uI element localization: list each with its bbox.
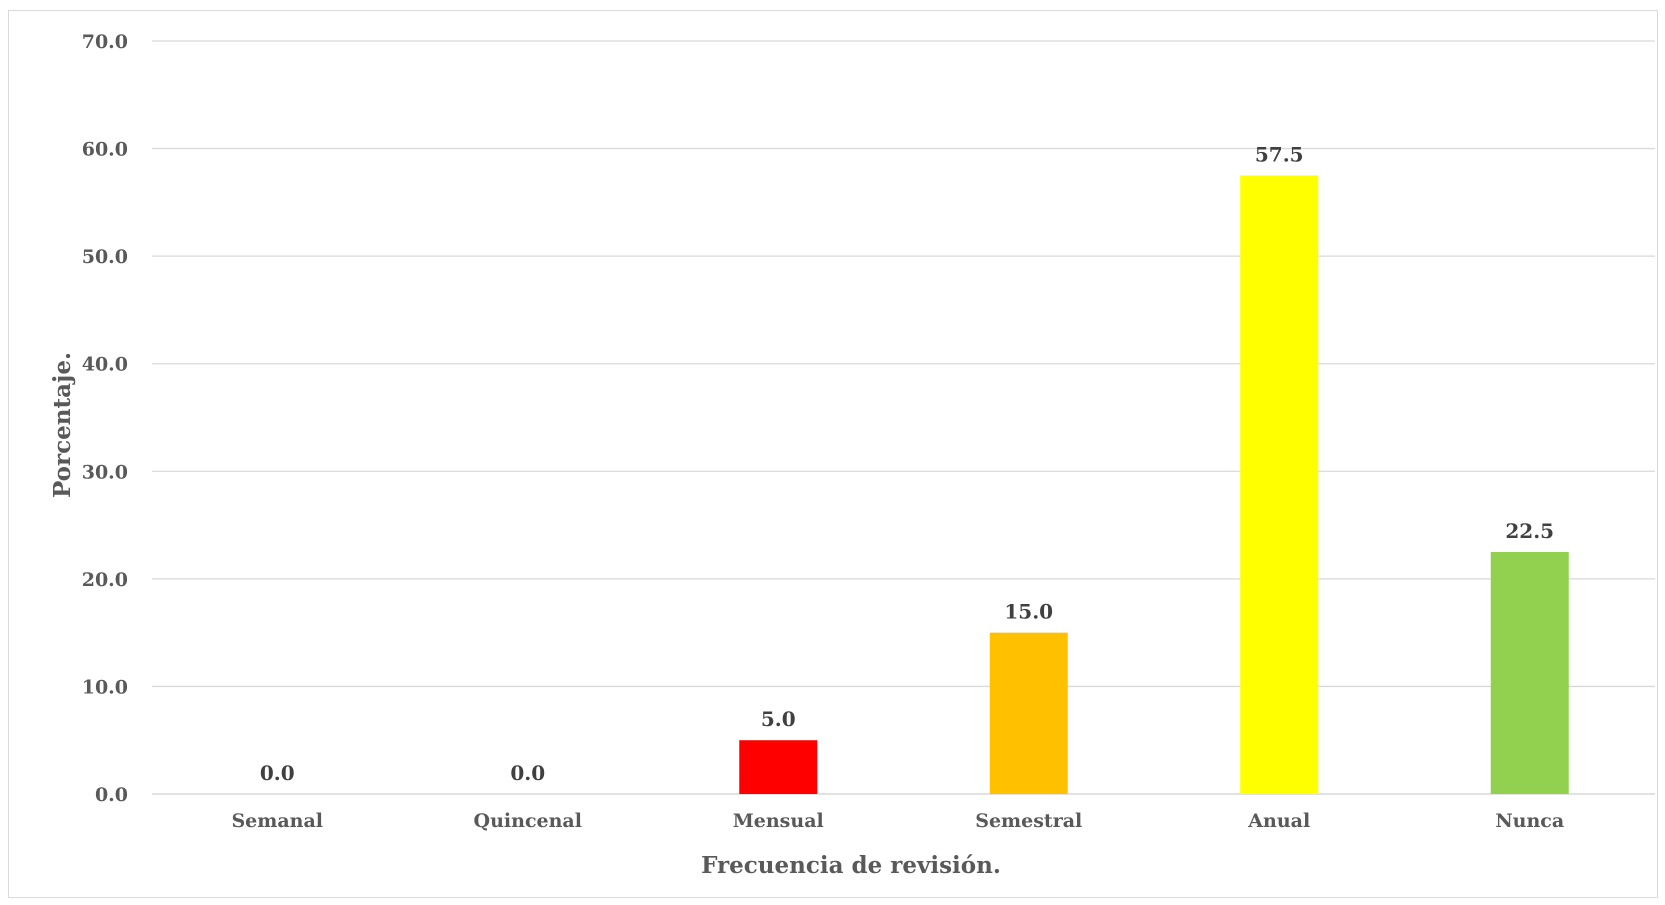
y-axis-ticks: 0.0 10.0 20.0 30.0 40.0 50.0 60.0 70.0 bbox=[82, 31, 128, 806]
y-tick-label: 20.0 bbox=[82, 569, 128, 591]
x-tick-label-semestral: Semestral bbox=[975, 810, 1082, 832]
y-tick-label: 70.0 bbox=[82, 31, 128, 53]
bar-semestral bbox=[989, 632, 1068, 794]
bars bbox=[739, 175, 1569, 794]
data-label-anual: 57.5 bbox=[1255, 142, 1304, 166]
x-tick-label-nunca: Nunca bbox=[1495, 810, 1564, 832]
x-axis-ticks: Semanal Quincenal Mensual Semestral Anual Nun… bbox=[231, 810, 1564, 832]
bar-mensual bbox=[739, 740, 818, 794]
data-label-semanal: 0.0 bbox=[260, 761, 295, 785]
x-tick-label-quincenal: Quincenal bbox=[474, 810, 582, 832]
y-axis-title: Porcentaje. bbox=[49, 352, 76, 498]
y-tick-label: 50.0 bbox=[82, 246, 128, 268]
data-labels: 0.0 0.0 5.0 15.0 57.5 22.5 bbox=[260, 142, 1554, 785]
y-tick-label: 10.0 bbox=[82, 676, 128, 698]
gridlines bbox=[152, 40, 1655, 795]
data-label-mensual: 5.0 bbox=[761, 707, 796, 731]
data-label-quincenal: 0.0 bbox=[510, 761, 545, 785]
x-tick-label-mensual: Mensual bbox=[733, 810, 824, 832]
x-tick-label-semanal: Semanal bbox=[231, 810, 323, 832]
y-tick-label: 40.0 bbox=[82, 354, 128, 376]
chart-frame bbox=[8, 10, 1658, 898]
y-tick-label: 0.0 bbox=[95, 784, 128, 806]
x-tick-label-anual: Anual bbox=[1247, 810, 1310, 832]
bar-nunca bbox=[1490, 551, 1569, 794]
x-axis-title: Frecuencia de revisión. bbox=[701, 852, 1001, 879]
y-tick-label: 30.0 bbox=[82, 461, 128, 483]
bar-anual bbox=[1240, 175, 1319, 794]
y-tick-label: 60.0 bbox=[82, 139, 128, 161]
data-label-semestral: 15.0 bbox=[1004, 600, 1053, 624]
data-label-nunca: 22.5 bbox=[1505, 519, 1554, 543]
